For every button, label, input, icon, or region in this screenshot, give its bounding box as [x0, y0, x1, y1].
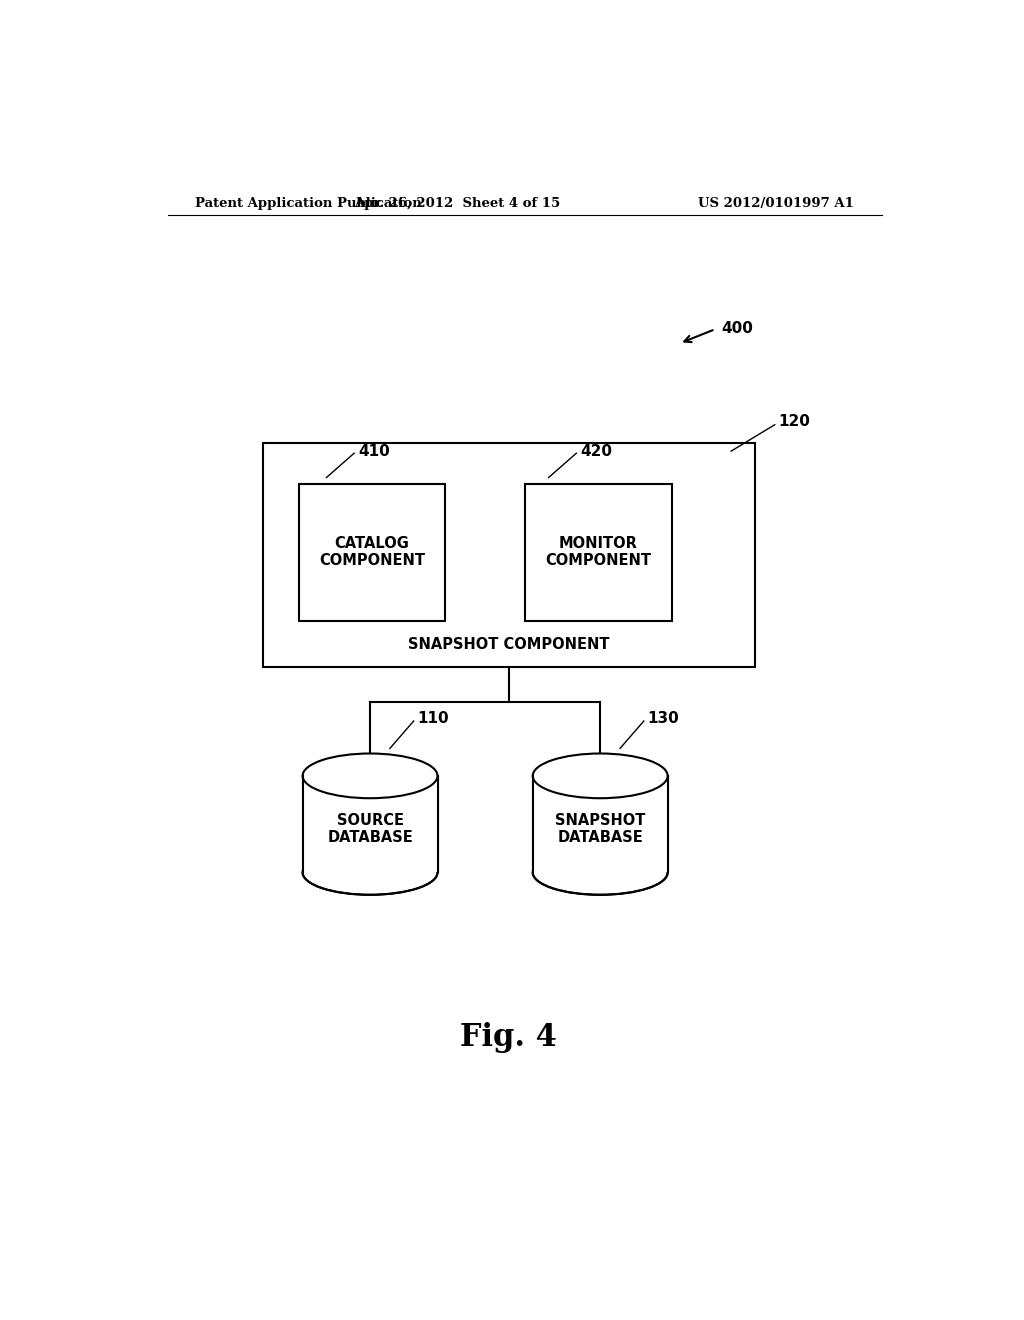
Text: 400: 400	[722, 321, 754, 335]
Text: Fig. 4: Fig. 4	[461, 1022, 557, 1053]
Text: Patent Application Publication: Patent Application Publication	[196, 197, 422, 210]
Text: 420: 420	[581, 444, 612, 458]
Text: MONITOR
COMPONENT: MONITOR COMPONENT	[545, 536, 651, 569]
Bar	[263, 444, 755, 667]
Bar	[534, 776, 667, 873]
Text: 130: 130	[648, 711, 680, 726]
Ellipse shape	[303, 754, 437, 799]
Bar	[532, 776, 668, 873]
Text: 110: 110	[418, 711, 450, 726]
Text: SNAPSHOT COMPONENT: SNAPSHOT COMPONENT	[409, 636, 609, 652]
Text: 410: 410	[358, 444, 390, 458]
Text: SNAPSHOT
DATABASE: SNAPSHOT DATABASE	[555, 813, 645, 845]
Ellipse shape	[303, 850, 437, 895]
Bar	[524, 483, 672, 620]
Ellipse shape	[532, 850, 668, 895]
Bar	[299, 483, 445, 620]
Text: 120: 120	[779, 414, 811, 429]
Text: SOURCE
DATABASE: SOURCE DATABASE	[328, 813, 413, 845]
Ellipse shape	[532, 754, 668, 799]
Bar	[303, 776, 436, 873]
Text: CATALOG
COMPONENT: CATALOG COMPONENT	[319, 536, 425, 569]
Bar	[303, 776, 437, 873]
Text: US 2012/0101997 A1: US 2012/0101997 A1	[698, 197, 854, 210]
Text: Apr. 26, 2012  Sheet 4 of 15: Apr. 26, 2012 Sheet 4 of 15	[354, 197, 560, 210]
